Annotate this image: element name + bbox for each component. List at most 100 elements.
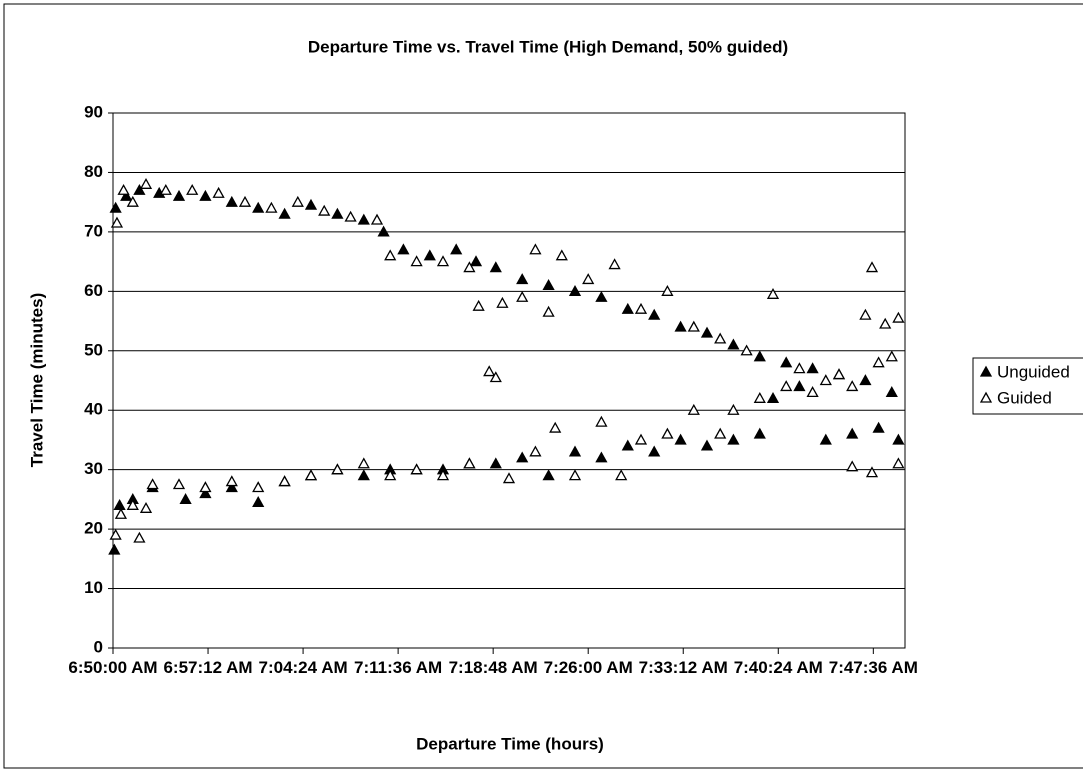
data-point	[483, 365, 496, 377]
legend-marker	[979, 365, 993, 377]
data-point	[549, 421, 562, 433]
data-point	[384, 469, 397, 481]
data-point	[463, 457, 476, 469]
data-point	[819, 374, 832, 386]
data-point	[225, 481, 238, 493]
data-point	[753, 350, 766, 362]
data-point	[753, 427, 766, 439]
data-point	[126, 195, 139, 207]
data-point	[516, 273, 529, 285]
x-tick-label: 7:18:48 AM	[448, 658, 538, 677]
data-point	[621, 302, 634, 314]
data-point	[357, 469, 370, 481]
data-point	[846, 460, 859, 472]
data-point	[238, 195, 252, 207]
data-point	[114, 507, 128, 519]
data-point	[568, 469, 582, 481]
data-point	[278, 475, 291, 487]
data-point	[648, 308, 661, 320]
data-point	[727, 338, 740, 350]
data-point	[568, 445, 582, 457]
data-point	[595, 415, 608, 427]
data-point	[357, 213, 370, 225]
data-point	[516, 290, 529, 302]
y-axis-label: Travel Time (minutes)	[27, 293, 46, 467]
data-point	[377, 225, 390, 237]
x-tick-label: 7:04:24 AM	[258, 658, 348, 677]
data-point	[766, 391, 780, 403]
data-point	[304, 198, 318, 210]
data-point	[542, 469, 555, 481]
data-point	[529, 243, 542, 255]
data-point	[879, 317, 892, 329]
y-tick-label: 80	[84, 162, 103, 181]
data-point	[331, 207, 344, 219]
data-point	[133, 183, 146, 195]
data-point	[865, 466, 879, 478]
data-point	[384, 249, 397, 261]
data-point	[885, 350, 898, 362]
data-point	[410, 463, 423, 475]
data-point	[700, 439, 714, 451]
data-point	[859, 374, 872, 386]
data-point	[542, 305, 555, 317]
data-point	[727, 433, 740, 445]
data-point	[516, 451, 529, 463]
x-tick-label: 7:11:36 AM	[354, 658, 443, 677]
data-point	[872, 356, 885, 368]
data-point	[278, 207, 291, 219]
data-point	[139, 501, 153, 513]
legend-box	[972, 357, 1083, 415]
data-point	[793, 362, 806, 374]
data-point	[331, 463, 344, 475]
y-tick-label: 50	[84, 340, 103, 359]
data-point	[502, 472, 516, 484]
data-point	[634, 302, 648, 314]
data-point	[139, 177, 153, 189]
data-point	[892, 311, 905, 323]
data-point	[615, 469, 628, 481]
data-point	[113, 498, 126, 510]
x-tick-label: 7:40:24 AM	[733, 658, 823, 677]
y-tick-label: 70	[84, 221, 103, 240]
data-point	[489, 457, 502, 469]
data-point	[436, 469, 450, 481]
data-point	[496, 296, 509, 308]
data-point	[252, 496, 265, 508]
data-point	[661, 427, 674, 439]
data-point	[892, 433, 905, 445]
data-point	[727, 403, 740, 415]
x-tick-label: 6:50:00 AM	[68, 658, 158, 677]
data-point	[199, 481, 212, 493]
chart-title: Departure Time vs. Travel Time (High Dem…	[308, 37, 788, 56]
data-point	[661, 284, 674, 296]
data-point	[780, 380, 793, 392]
data-point	[892, 457, 905, 469]
data-point	[582, 273, 595, 285]
data-point	[529, 445, 542, 457]
data-point	[832, 368, 846, 380]
data-point	[318, 204, 331, 216]
data-point	[542, 279, 555, 291]
data-point	[555, 249, 568, 261]
data-point	[265, 201, 278, 213]
data-point	[109, 528, 122, 540]
data-point	[819, 433, 832, 445]
data-point	[397, 243, 410, 255]
data-point	[865, 261, 879, 273]
data-point	[595, 451, 608, 463]
data-point	[186, 183, 199, 195]
data-point	[634, 433, 648, 445]
data-point	[740, 344, 753, 356]
data-point	[225, 195, 238, 207]
data-point	[714, 332, 727, 344]
data-point	[714, 427, 727, 439]
data-point	[793, 380, 806, 392]
x-tick-label: 7:33:12 AM	[638, 658, 728, 677]
data-point	[859, 308, 872, 320]
data-point	[700, 326, 714, 338]
x-tick-label: 7:26:00 AM	[543, 658, 633, 677]
data-point	[108, 543, 121, 555]
